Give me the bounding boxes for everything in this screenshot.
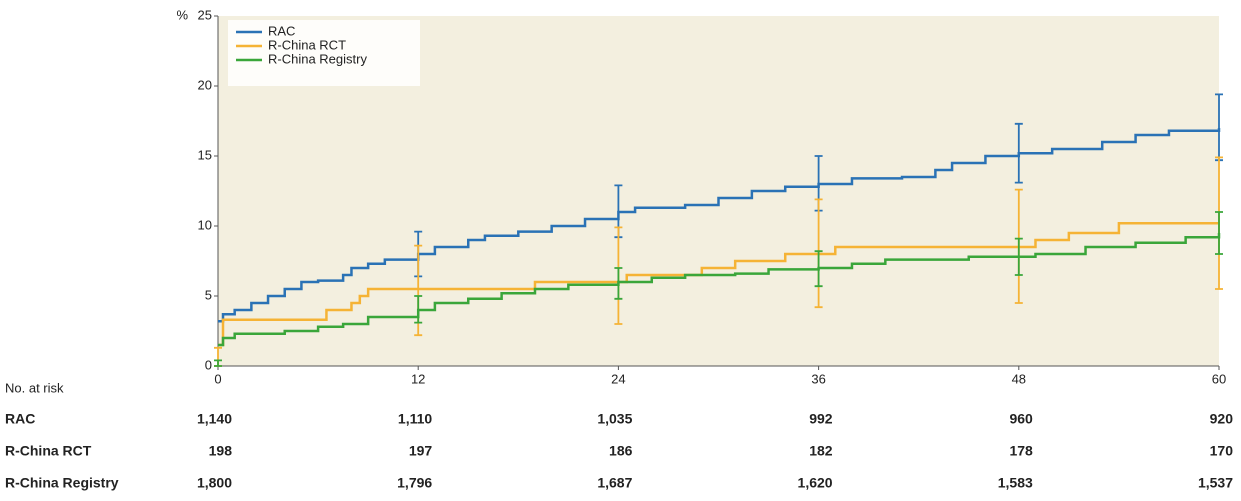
risk-count: 1,687 (597, 475, 632, 491)
y-tick-label: 10 (198, 217, 212, 232)
y-tick-label: 0 (205, 357, 212, 372)
risk-count: 960 (1009, 411, 1033, 427)
x-tick-label: 36 (811, 371, 825, 386)
error-bar (814, 250, 823, 288)
y-tick-label: 20 (198, 77, 212, 92)
risk-count: 1,140 (197, 411, 232, 427)
risk-row-label: R-China Registry (5, 475, 119, 491)
risk-count: 1,583 (998, 475, 1033, 491)
series-line (218, 128, 1221, 323)
error-bar (214, 359, 222, 367)
y-axis-label: % (176, 7, 188, 22)
x-tick-label: 48 (1012, 371, 1026, 386)
risk-count: 1,110 (398, 411, 432, 427)
x-tick-label: 12 (411, 371, 425, 386)
error-bar (414, 295, 423, 324)
risk-count: 992 (809, 411, 833, 427)
risk-row-label: RAC (5, 411, 35, 427)
risk-count: 178 (1009, 443, 1033, 459)
series-line (218, 221, 1219, 347)
error-bar (1014, 237, 1023, 276)
risk-count: 170 (1210, 443, 1234, 459)
risk-row-label: R-China RCT (5, 443, 92, 459)
risk-count: 197 (409, 443, 433, 459)
x-tick-label: 24 (611, 371, 625, 386)
error-bar (614, 267, 623, 300)
y-tick-label: 15 (198, 147, 212, 162)
risk-table-title: No. at risk (5, 380, 64, 395)
error-bar (1014, 122, 1023, 184)
risk-count: 1,537 (1198, 475, 1233, 491)
risk-count: 920 (1210, 411, 1234, 427)
error-bar (1215, 211, 1223, 255)
risk-count: 1,796 (397, 475, 432, 491)
x-tick-label: 60 (1212, 371, 1226, 386)
risk-count: 1,620 (798, 475, 833, 491)
risk-count: 1,035 (597, 411, 632, 427)
x-tick-label: 0 (214, 371, 221, 386)
legend-label: R-China Registry (268, 51, 367, 66)
legend-label: RAC (268, 23, 295, 38)
legend-label: R-China RCT (268, 37, 346, 52)
y-tick-label: 5 (205, 287, 212, 302)
risk-count: 198 (209, 443, 233, 459)
risk-count: 1,800 (197, 475, 232, 491)
y-tick-label: 25 (198, 7, 212, 22)
risk-count: 182 (809, 443, 833, 459)
risk-count: 186 (609, 443, 633, 459)
